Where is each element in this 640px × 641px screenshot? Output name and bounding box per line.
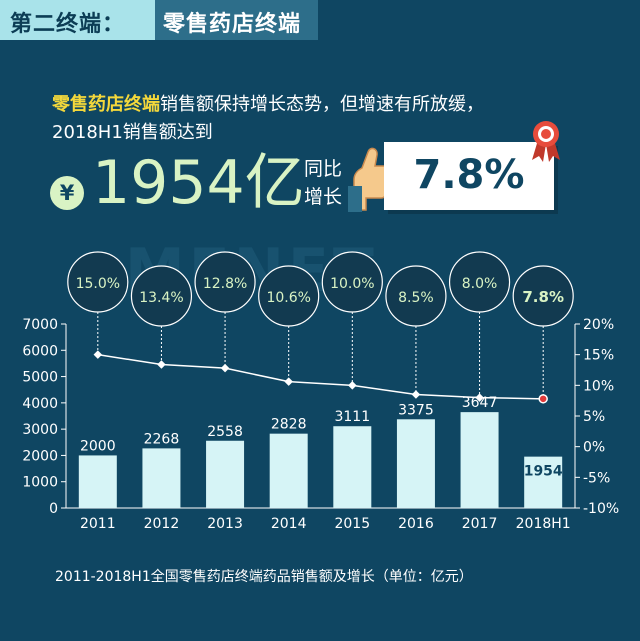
left-tick-label: 2000 <box>22 448 58 464</box>
right-tick-label: 0% <box>583 440 605 456</box>
bar-data-label: 2268 <box>144 431 180 447</box>
growth-point <box>220 363 230 373</box>
right-tick-label: 5% <box>583 409 605 425</box>
growth-line <box>97 353 544 400</box>
section-tag: 第二终端： <box>0 0 155 40</box>
sales-growth-chart: 0 1000 2000 3000 4000 5000 6000 7000 -10% -5% 0% 5%… <box>22 251 619 532</box>
bar <box>333 426 372 508</box>
growth-point <box>157 360 166 369</box>
bar <box>78 455 117 508</box>
growth-point <box>475 393 484 402</box>
award-rosette-icon <box>532 121 560 162</box>
bar <box>142 448 181 508</box>
section-tag-text: 第二终端： <box>10 12 126 37</box>
growth-bubble <box>67 251 129 313</box>
left-tick-label: 6000 <box>22 343 58 359</box>
growth-data-label: 15.0% <box>76 276 120 292</box>
growth-point <box>348 381 357 390</box>
growth-data-label: 12.8% <box>203 276 247 292</box>
x-tick-label: 2017 <box>462 516 498 532</box>
x-tick-label: 2015 <box>334 516 370 532</box>
intro-line-1: 零售药店终端销售额保持增长态势，但增速有所放缓， <box>52 92 612 118</box>
growth-point-highlight <box>538 394 548 404</box>
bar-data-label: 3111 <box>334 409 370 425</box>
yoy-label: 同比 增长 <box>304 155 348 211</box>
bar <box>460 412 499 508</box>
yoy-label-line2: 增长 <box>304 186 343 208</box>
bar-data-label: 1954 <box>524 464 563 480</box>
bar-data-label: 3375 <box>398 402 434 418</box>
yoy-label-line1: 同比 <box>304 158 343 180</box>
bar <box>269 433 308 508</box>
x-tick-label: 2012 <box>144 516 180 532</box>
x-tick-label: 2018H1 <box>516 516 571 532</box>
growth-rate-box: 7.8% <box>384 142 554 210</box>
x-tick-label: 2016 <box>398 516 434 532</box>
bar <box>396 419 435 508</box>
right-tick-label: -10% <box>583 501 619 517</box>
bar-data-label: 2000 <box>80 438 116 454</box>
left-tick-label: 3000 <box>22 422 58 438</box>
growth-bubble <box>130 265 193 327</box>
left-tick-label: 0 <box>49 501 58 517</box>
x-tick-label: 2011 <box>80 516 116 532</box>
left-tick-label: 5000 <box>22 370 58 386</box>
headline-amount: 1954亿 <box>92 148 305 218</box>
growth-data-label: 7.8% <box>522 288 564 306</box>
bar-data-label: 2558 <box>207 424 243 440</box>
growth-data-label: 8.0% <box>462 276 498 292</box>
section-title: 零售药店终端 <box>155 0 318 40</box>
growth-bubble <box>258 265 320 327</box>
growth-point <box>93 350 103 359</box>
growth-rate-value: 7.8% <box>413 152 525 198</box>
chart-caption: 2011-2018H1全国零售药店终端药品销售额及增长（单位：亿元） <box>55 569 473 585</box>
growth-bubble <box>194 251 256 313</box>
intro-line-2: 2018H1销售额达到 <box>52 122 213 143</box>
header-band: 第二终端： 零售药店终端 <box>0 0 640 40</box>
x-tick-label: 2013 <box>207 516 243 532</box>
left-tick-label: 7000 <box>22 317 58 333</box>
bar-data-label: 3647 <box>462 395 498 411</box>
right-tick-label: 20% <box>583 317 614 333</box>
growth-point <box>411 390 421 399</box>
growth-data-label: 8.5% <box>398 290 434 306</box>
left-tick-label: 4000 <box>22 396 58 412</box>
section-title-text: 零售药店终端 <box>163 12 302 37</box>
intro-highlight: 零售药店终端 <box>52 94 160 115</box>
right-tick-label: 10% <box>583 378 614 394</box>
bar <box>206 440 245 508</box>
growth-bubble <box>385 265 447 327</box>
growth-bubble <box>448 251 511 313</box>
growth-point <box>284 377 293 386</box>
growth-bubble <box>321 251 383 313</box>
bar <box>524 456 563 508</box>
growth-bubble <box>512 265 574 327</box>
x-tick-label: 2014 <box>271 516 307 532</box>
left-tick-label: 1000 <box>22 475 58 491</box>
right-tick-label: -5% <box>583 470 610 486</box>
growth-data-label: 13.4% <box>139 290 183 306</box>
bar-data-label: 2828 <box>271 417 307 433</box>
intro-rest: 销售额保持增长态势，但增速有所放缓， <box>160 94 484 115</box>
growth-data-label: 10.0% <box>330 276 374 292</box>
yen-badge-icon: ¥ <box>50 176 84 210</box>
right-tick-label: 15% <box>583 348 614 364</box>
growth-data-label: 10.6% <box>266 290 310 306</box>
